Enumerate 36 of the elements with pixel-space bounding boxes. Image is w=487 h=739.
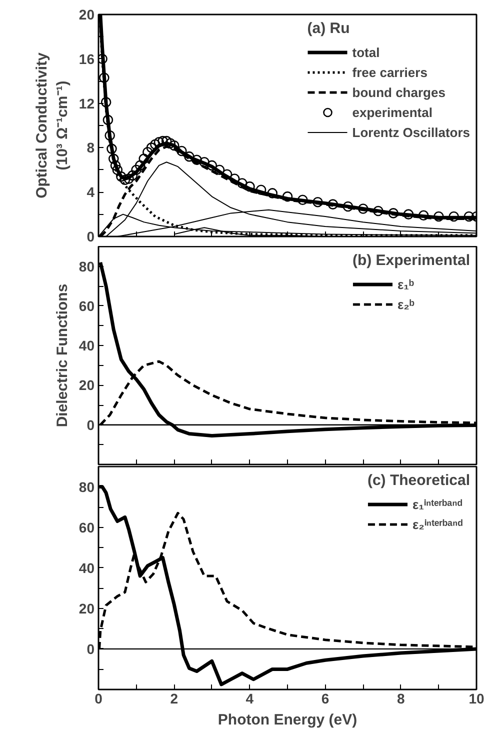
legend-label: ε₂ⁱⁿᵗᵉʳᵇᵃⁿᵈ bbox=[412, 516, 463, 533]
y-tick-label: 4 bbox=[86, 184, 95, 200]
y-tick-label: 40 bbox=[78, 560, 95, 576]
legend-label: ε₁ᵇ bbox=[397, 276, 416, 292]
legend-label: bound charges bbox=[352, 84, 446, 100]
y-tick-label: 0 bbox=[86, 228, 95, 244]
y-tick-label: 20 bbox=[78, 377, 95, 394]
y-tick-label: 20 bbox=[78, 600, 95, 616]
x-tick-label: 4 bbox=[246, 690, 254, 706]
legend-label: experimental bbox=[352, 104, 432, 120]
y-tick-label: 40 bbox=[78, 338, 95, 354]
x-tick-label: 2 bbox=[170, 690, 178, 706]
legend-title: (b) Experimental bbox=[352, 252, 470, 269]
legend-title: (c) Theoretical bbox=[367, 472, 470, 489]
legend-label: ε₂ᵇ bbox=[397, 296, 416, 312]
y-tick-label: 60 bbox=[78, 298, 95, 314]
legend-label: Lorentz Oscillators bbox=[352, 124, 470, 140]
y-tick-label: 20 bbox=[78, 6, 95, 22]
y-tick-label: 80 bbox=[78, 478, 95, 495]
legend-title: (a) Ru bbox=[307, 20, 351, 37]
x-tick-label: 8 bbox=[397, 690, 406, 706]
legend-label: free carriers bbox=[352, 64, 428, 80]
y-tick-label: 8 bbox=[86, 140, 95, 156]
y-tick-label: 0 bbox=[86, 640, 95, 657]
x-tick-label: 6 bbox=[321, 690, 330, 706]
y-tick-label: 80 bbox=[78, 258, 95, 274]
legend-label: total bbox=[352, 44, 380, 60]
y-axis-title: Optical Conductivity (10³ Ω⁻¹cm⁻¹) bbox=[34, 52, 71, 198]
x-axis-title: Photon Energy (eV) bbox=[218, 712, 358, 728]
x-tick-label: 10 bbox=[468, 690, 484, 706]
y-tick-label: 60 bbox=[78, 519, 95, 536]
y-axis-title: Dielectric Functions bbox=[54, 284, 71, 428]
legend-label: ε₁ⁱⁿᵗᵉʳᵇᵃⁿᵈ bbox=[412, 496, 462, 513]
y-tick-label: 12 bbox=[78, 95, 95, 112]
y-tick-label: 16 bbox=[78, 50, 95, 67]
y-tick-label: 0 bbox=[86, 416, 95, 433]
